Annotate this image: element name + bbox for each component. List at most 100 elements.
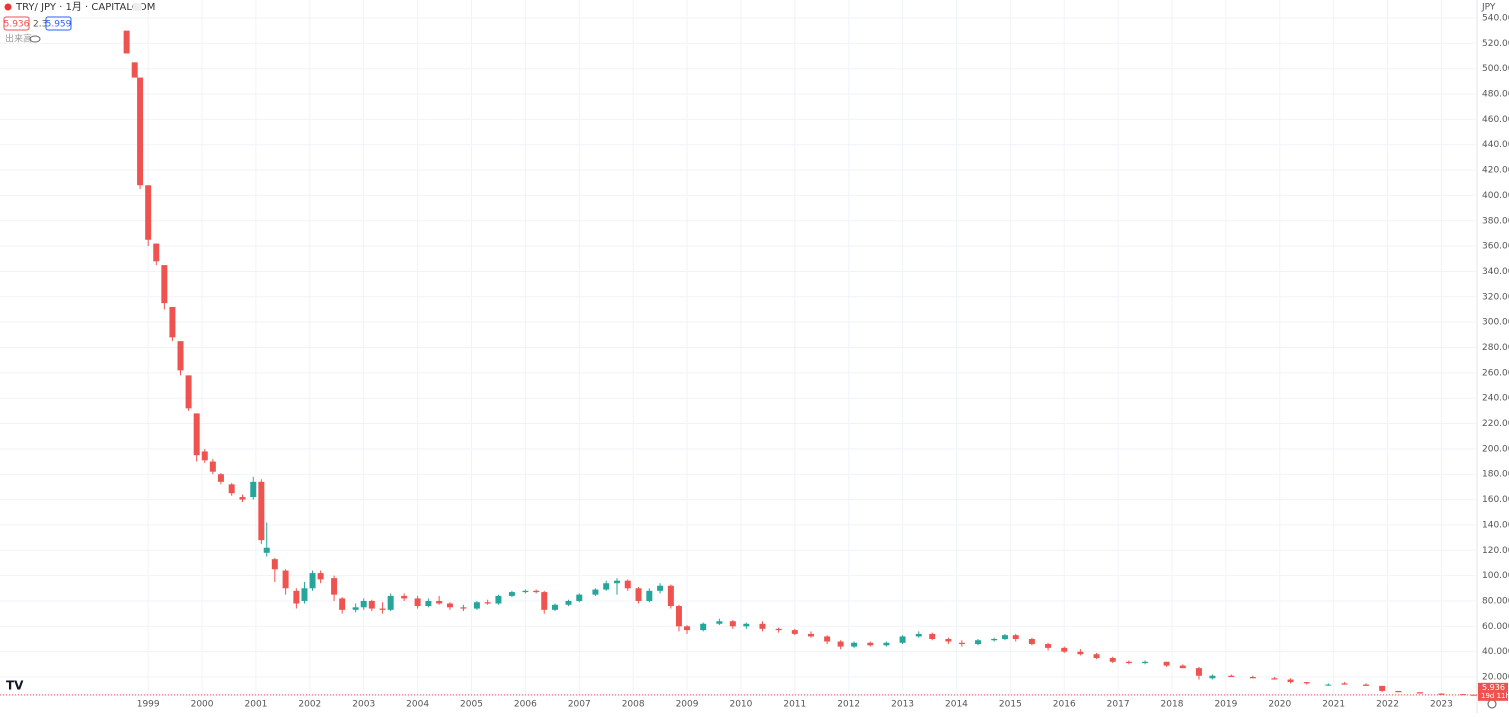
- candle-body: [1028, 638, 1035, 645]
- candle-body: [576, 594, 583, 601]
- candle-body: [1228, 675, 1235, 678]
- candle-body: [1395, 690, 1402, 693]
- y-tick-label: 80.000: [1482, 596, 1509, 606]
- candle-body: [603, 583, 610, 590]
- candle-body: [446, 603, 453, 608]
- countdown-label: 19d 11h: [1481, 692, 1509, 700]
- y-tick-label: 180.000: [1482, 470, 1509, 480]
- candle-body: [883, 642, 890, 646]
- bid-box: [3, 16, 30, 31]
- collapse-button[interactable]: [133, 3, 142, 11]
- candle-body: [729, 621, 736, 627]
- candle-body: [387, 595, 394, 610]
- volume-label: 出来高: [5, 33, 32, 45]
- candle-body: [1001, 635, 1008, 639]
- candle-body: [635, 588, 642, 601]
- y-tick-label: 20.000: [1482, 673, 1509, 683]
- candle-body: [1179, 665, 1186, 669]
- y-tick-label: 160.000: [1482, 495, 1509, 505]
- candle-body: [331, 578, 338, 595]
- candle-body: [1093, 654, 1100, 658]
- candle-body: [258, 481, 265, 541]
- spread: 2.3: [33, 20, 47, 30]
- logo: TV: [6, 679, 24, 693]
- candle-body: [975, 640, 982, 645]
- y-tick-label: 140.000: [1482, 520, 1509, 530]
- candle-body: [1459, 694, 1466, 696]
- candle-body: [743, 623, 750, 627]
- y-tick-label: 260.000: [1482, 368, 1509, 378]
- x-tick-label: 2012: [837, 700, 860, 710]
- candle-body: [1209, 675, 1216, 679]
- candle-body: [700, 623, 707, 631]
- x-tick-label: 1999: [137, 700, 160, 710]
- candle-body: [552, 604, 559, 610]
- grid: [0, 0, 1477, 695]
- candle-body: [484, 602, 491, 604]
- candle-body: [193, 413, 200, 456]
- candle-body: [309, 573, 316, 589]
- y-tick-label: 200.000: [1482, 444, 1509, 454]
- candle-body: [1125, 661, 1132, 664]
- candle-body: [368, 600, 375, 609]
- candle-body: [646, 590, 653, 601]
- candle-body: [945, 638, 952, 642]
- x-tick-label: 2007: [568, 700, 591, 710]
- candle-body: [522, 590, 529, 593]
- x-tick-label: 2001: [245, 700, 268, 710]
- candle-body: [899, 636, 906, 643]
- candle-body: [1249, 677, 1256, 679]
- candle-body: [217, 474, 224, 482]
- candle-body: [624, 580, 631, 589]
- chart-title: TRY/ JPY · 1月 · CAPITALCOM: [15, 1, 155, 13]
- candle-body: [495, 595, 502, 604]
- currency-label: JPY: [1481, 3, 1496, 13]
- y-tick-label: 480.000: [1482, 90, 1509, 100]
- x-tick-label: 2008: [622, 700, 645, 710]
- candle-body: [360, 600, 367, 608]
- y-tick-label: 540.000: [1482, 13, 1509, 23]
- candle-body: [1271, 678, 1278, 680]
- ask-box: [45, 16, 72, 31]
- candle-body: [667, 585, 674, 607]
- candle-body: [271, 559, 278, 570]
- x-tick-label: 2011: [783, 700, 806, 710]
- candle-body: [1325, 684, 1332, 686]
- last-price-label: 5.936: [1482, 683, 1505, 692]
- candle-body: [401, 595, 408, 599]
- ask: 5.959: [46, 20, 72, 30]
- settings-button[interactable]: [1487, 699, 1497, 709]
- candle-body: [1077, 651, 1084, 655]
- candle-body: [250, 481, 257, 498]
- y-tick-label: 320.000: [1482, 292, 1509, 302]
- y-tick-label: 500.000: [1482, 64, 1509, 74]
- candle-body: [228, 484, 235, 494]
- x-tick-label: 2013: [891, 700, 914, 710]
- y-tick-label: 360.000: [1482, 242, 1509, 252]
- x-tick-label: 2009: [676, 700, 699, 710]
- x-tick-label: 2022: [1376, 700, 1399, 710]
- symbol-icon: [4, 3, 12, 11]
- candle-body: [301, 588, 308, 601]
- candle-body: [177, 341, 184, 371]
- candle-body: [915, 633, 922, 637]
- candle-body: [1287, 679, 1294, 683]
- candle-body: [657, 585, 664, 591]
- y-tick-label: 120.000: [1482, 546, 1509, 556]
- visibility-icon[interactable]: [29, 35, 41, 43]
- candle-body: [263, 547, 270, 553]
- candle-body: [282, 570, 289, 589]
- candle-body: [592, 589, 599, 595]
- candle-body: [867, 642, 874, 646]
- x-tick-label: 2003: [352, 700, 375, 710]
- x-tick-label: 2015: [999, 700, 1022, 710]
- y-tick-label: 440.000: [1482, 140, 1509, 150]
- candle-body: [533, 590, 540, 593]
- candle-body: [131, 62, 138, 78]
- y-tick-label: 60.000: [1482, 622, 1509, 632]
- candle-body: [991, 638, 998, 641]
- bid: 5.936: [4, 20, 30, 30]
- x-tick-label: 2000: [191, 700, 214, 710]
